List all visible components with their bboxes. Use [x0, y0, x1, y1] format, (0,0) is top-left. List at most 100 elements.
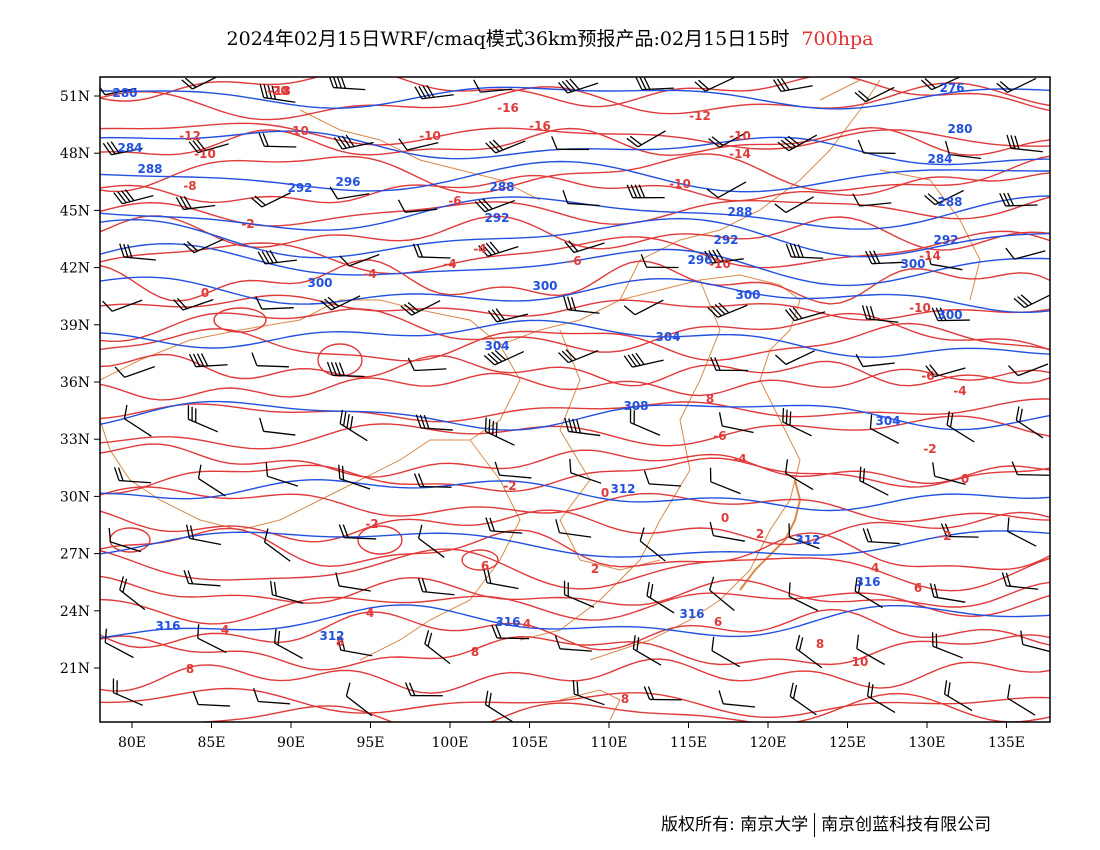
height-label: 300 — [900, 257, 925, 271]
isotherm-line — [100, 443, 1050, 485]
isotherm-loop — [317, 343, 363, 377]
isotherm-label: -10 — [909, 301, 931, 315]
isotherm-label: -10 — [287, 124, 309, 138]
wind-barb — [417, 578, 455, 596]
isotherm-label: -10 — [669, 177, 691, 191]
wind-barb — [269, 580, 304, 604]
isotherm-label: 4 — [523, 617, 531, 631]
wind-barb — [927, 250, 963, 271]
wind-barb — [857, 139, 896, 155]
wind-barb — [187, 405, 219, 433]
isotherm-line — [100, 230, 1050, 275]
lon-label: 105E — [511, 735, 548, 751]
wind-barb — [398, 138, 439, 151]
wind-barb — [336, 636, 373, 657]
wind-barb — [784, 307, 826, 322]
isotherm-label: -14 — [919, 249, 941, 263]
lat-label: 51N — [60, 89, 90, 105]
wind-barb — [640, 254, 679, 269]
wind-barb — [558, 349, 599, 364]
height-label: 312 — [319, 629, 344, 643]
lat-label: 48N — [60, 146, 90, 162]
wind-barb — [569, 458, 602, 484]
wind-barb — [397, 199, 438, 213]
wind-barb — [1001, 572, 1039, 590]
copyright-text: 版权所有: 南京大学 — [661, 815, 809, 835]
wind-barbs — [100, 77, 1050, 722]
isotherm-line — [100, 126, 1050, 157]
isotherm-label: 0 — [961, 472, 969, 486]
wind-barb — [866, 682, 896, 714]
wind-barb — [250, 192, 291, 208]
height-label: 276 — [939, 81, 964, 95]
contour-labels: -20-16-18-16-12-12 -10 -10-10-10-14-10-8-6… — [112, 81, 972, 706]
wind-barb — [932, 462, 966, 486]
wind-barb — [774, 196, 815, 214]
isotherm-label: -14 — [729, 147, 751, 161]
height-contour-line — [100, 604, 1050, 639]
wind-barb — [485, 517, 523, 534]
isotherm-line — [100, 368, 1050, 401]
isotherm-label: 0 — [721, 511, 729, 525]
wind-barb — [333, 134, 374, 150]
height-label: 316 — [855, 575, 880, 589]
wind-barb — [1015, 406, 1044, 439]
isotherm-label: -10 — [709, 257, 731, 271]
wind-barb — [869, 414, 900, 444]
wind-barb — [635, 77, 674, 91]
wind-barb — [854, 86, 895, 103]
wind-barb — [782, 407, 812, 437]
height-label: 284 — [117, 141, 142, 155]
wind-barb — [192, 691, 231, 707]
isotherm-line — [100, 687, 1050, 719]
isotherm-label: -10 — [194, 147, 216, 161]
wind-barb — [929, 583, 966, 603]
boundary-line — [819, 79, 981, 301]
isotherm-label: 8 — [706, 392, 714, 406]
isotherm-label: 10 — [852, 655, 869, 669]
height-label: 284 — [927, 152, 952, 166]
wind-barb — [338, 524, 377, 540]
wind-barb — [946, 411, 975, 443]
height-label: 296 — [687, 253, 712, 267]
wind-barb — [483, 349, 525, 366]
lat-label: 42N — [60, 261, 90, 277]
height-label: 304 — [875, 414, 900, 428]
height-label: 280 — [112, 86, 137, 100]
wind-barb — [852, 193, 892, 207]
wind-barb — [788, 523, 820, 550]
wind-barb — [413, 473, 452, 488]
height-contours — [100, 86, 1050, 639]
boundary-line — [499, 274, 801, 661]
boundary-line — [619, 79, 881, 301]
wind-barb — [931, 307, 970, 322]
wind-barb — [795, 634, 823, 669]
wind-barb — [417, 524, 445, 558]
isotherm-label: -18 — [269, 84, 291, 98]
wind-barb — [478, 241, 519, 257]
wind-barb — [415, 414, 453, 431]
height-contour-line — [100, 160, 1050, 193]
wind-barb — [113, 189, 154, 205]
isotherm-line — [100, 353, 1050, 387]
footer-divider — [814, 813, 816, 837]
boundary-line — [519, 279, 721, 641]
wind-barb — [626, 184, 665, 199]
wind-barb — [623, 352, 664, 368]
isotherm-label: 4 — [366, 606, 374, 620]
wind-barb — [251, 352, 289, 368]
wind-barb — [718, 412, 754, 434]
lon-label: 90E — [277, 735, 305, 751]
height-label: 316 — [495, 615, 520, 629]
isotherm-label: -4 — [733, 452, 746, 466]
wind-barb — [119, 576, 146, 611]
wind-barb — [188, 353, 228, 368]
isotherm-label: 8 — [336, 635, 344, 649]
wind-barb — [173, 297, 214, 311]
wind-barb — [263, 528, 291, 562]
wind-barb — [339, 409, 368, 442]
lon-label: 110E — [591, 735, 628, 751]
plot-frame — [99, 76, 1051, 723]
height-label: 292 — [484, 211, 509, 225]
